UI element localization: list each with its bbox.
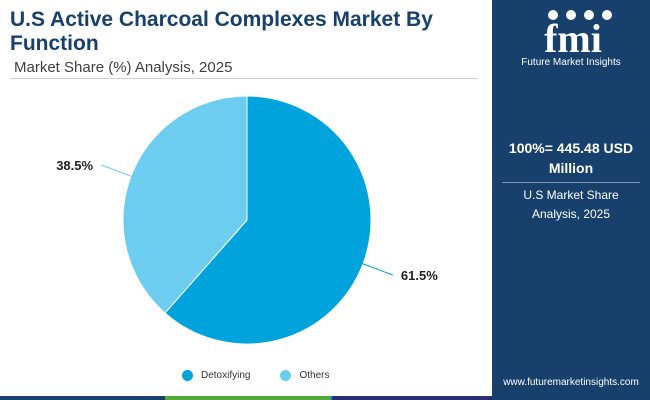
legend-label-others: Others: [299, 370, 330, 381]
side-panel: fmi Future Market Insights 100%= 445.48 …: [492, 0, 650, 400]
chart-legend: Detoxifying Others: [182, 370, 359, 381]
data-label-others: 38.5%: [56, 158, 93, 173]
legend-swatch-others: [280, 370, 292, 381]
title-divider: [10, 78, 478, 79]
legend-item-others: Others: [280, 370, 329, 381]
website-link[interactable]: www.futuremarketinsights.com: [503, 377, 639, 388]
logo-people-icon: [566, 10, 576, 20]
bottom-color-bar: [0, 396, 492, 400]
logo-flask-icon: [602, 10, 612, 20]
panel-divider: [502, 182, 640, 183]
market-total-caption: U.S Market Share Analysis, 2025: [523, 188, 619, 221]
chart-title: U.S Active Charcoal Complexes Market By …: [10, 8, 433, 55]
bottom-bar-segment: [330, 396, 332, 400]
bottom-bar-segment: [0, 396, 165, 400]
logo-tagline: Future Market Insights: [521, 57, 621, 68]
legend-item-detoxifying: Detoxifying: [182, 370, 250, 381]
pie-chart: 61.5% 38.5%: [56, 95, 438, 345]
logo-chart-icon: [584, 10, 594, 20]
bottom-bar-segment: [165, 396, 330, 400]
logo-wordmark: fmi: [544, 16, 602, 61]
legend-label-detoxifying: Detoxifying: [201, 370, 251, 381]
market-total-value: 100%= 445.48 USD Million: [508, 140, 634, 176]
leader-line-others: [100, 164, 134, 178]
chart-subtitle: Market Share (%) Analysis, 2025: [14, 59, 233, 76]
logo-globe-icon: [548, 10, 558, 20]
bottom-bar-segment: [332, 396, 492, 400]
leader-line-detoxifying: [360, 262, 394, 276]
legend-swatch-detoxifying: [182, 370, 193, 381]
data-label-detoxifying: 61.5%: [401, 268, 438, 283]
fmi-logo: fmi: [544, 10, 612, 61]
